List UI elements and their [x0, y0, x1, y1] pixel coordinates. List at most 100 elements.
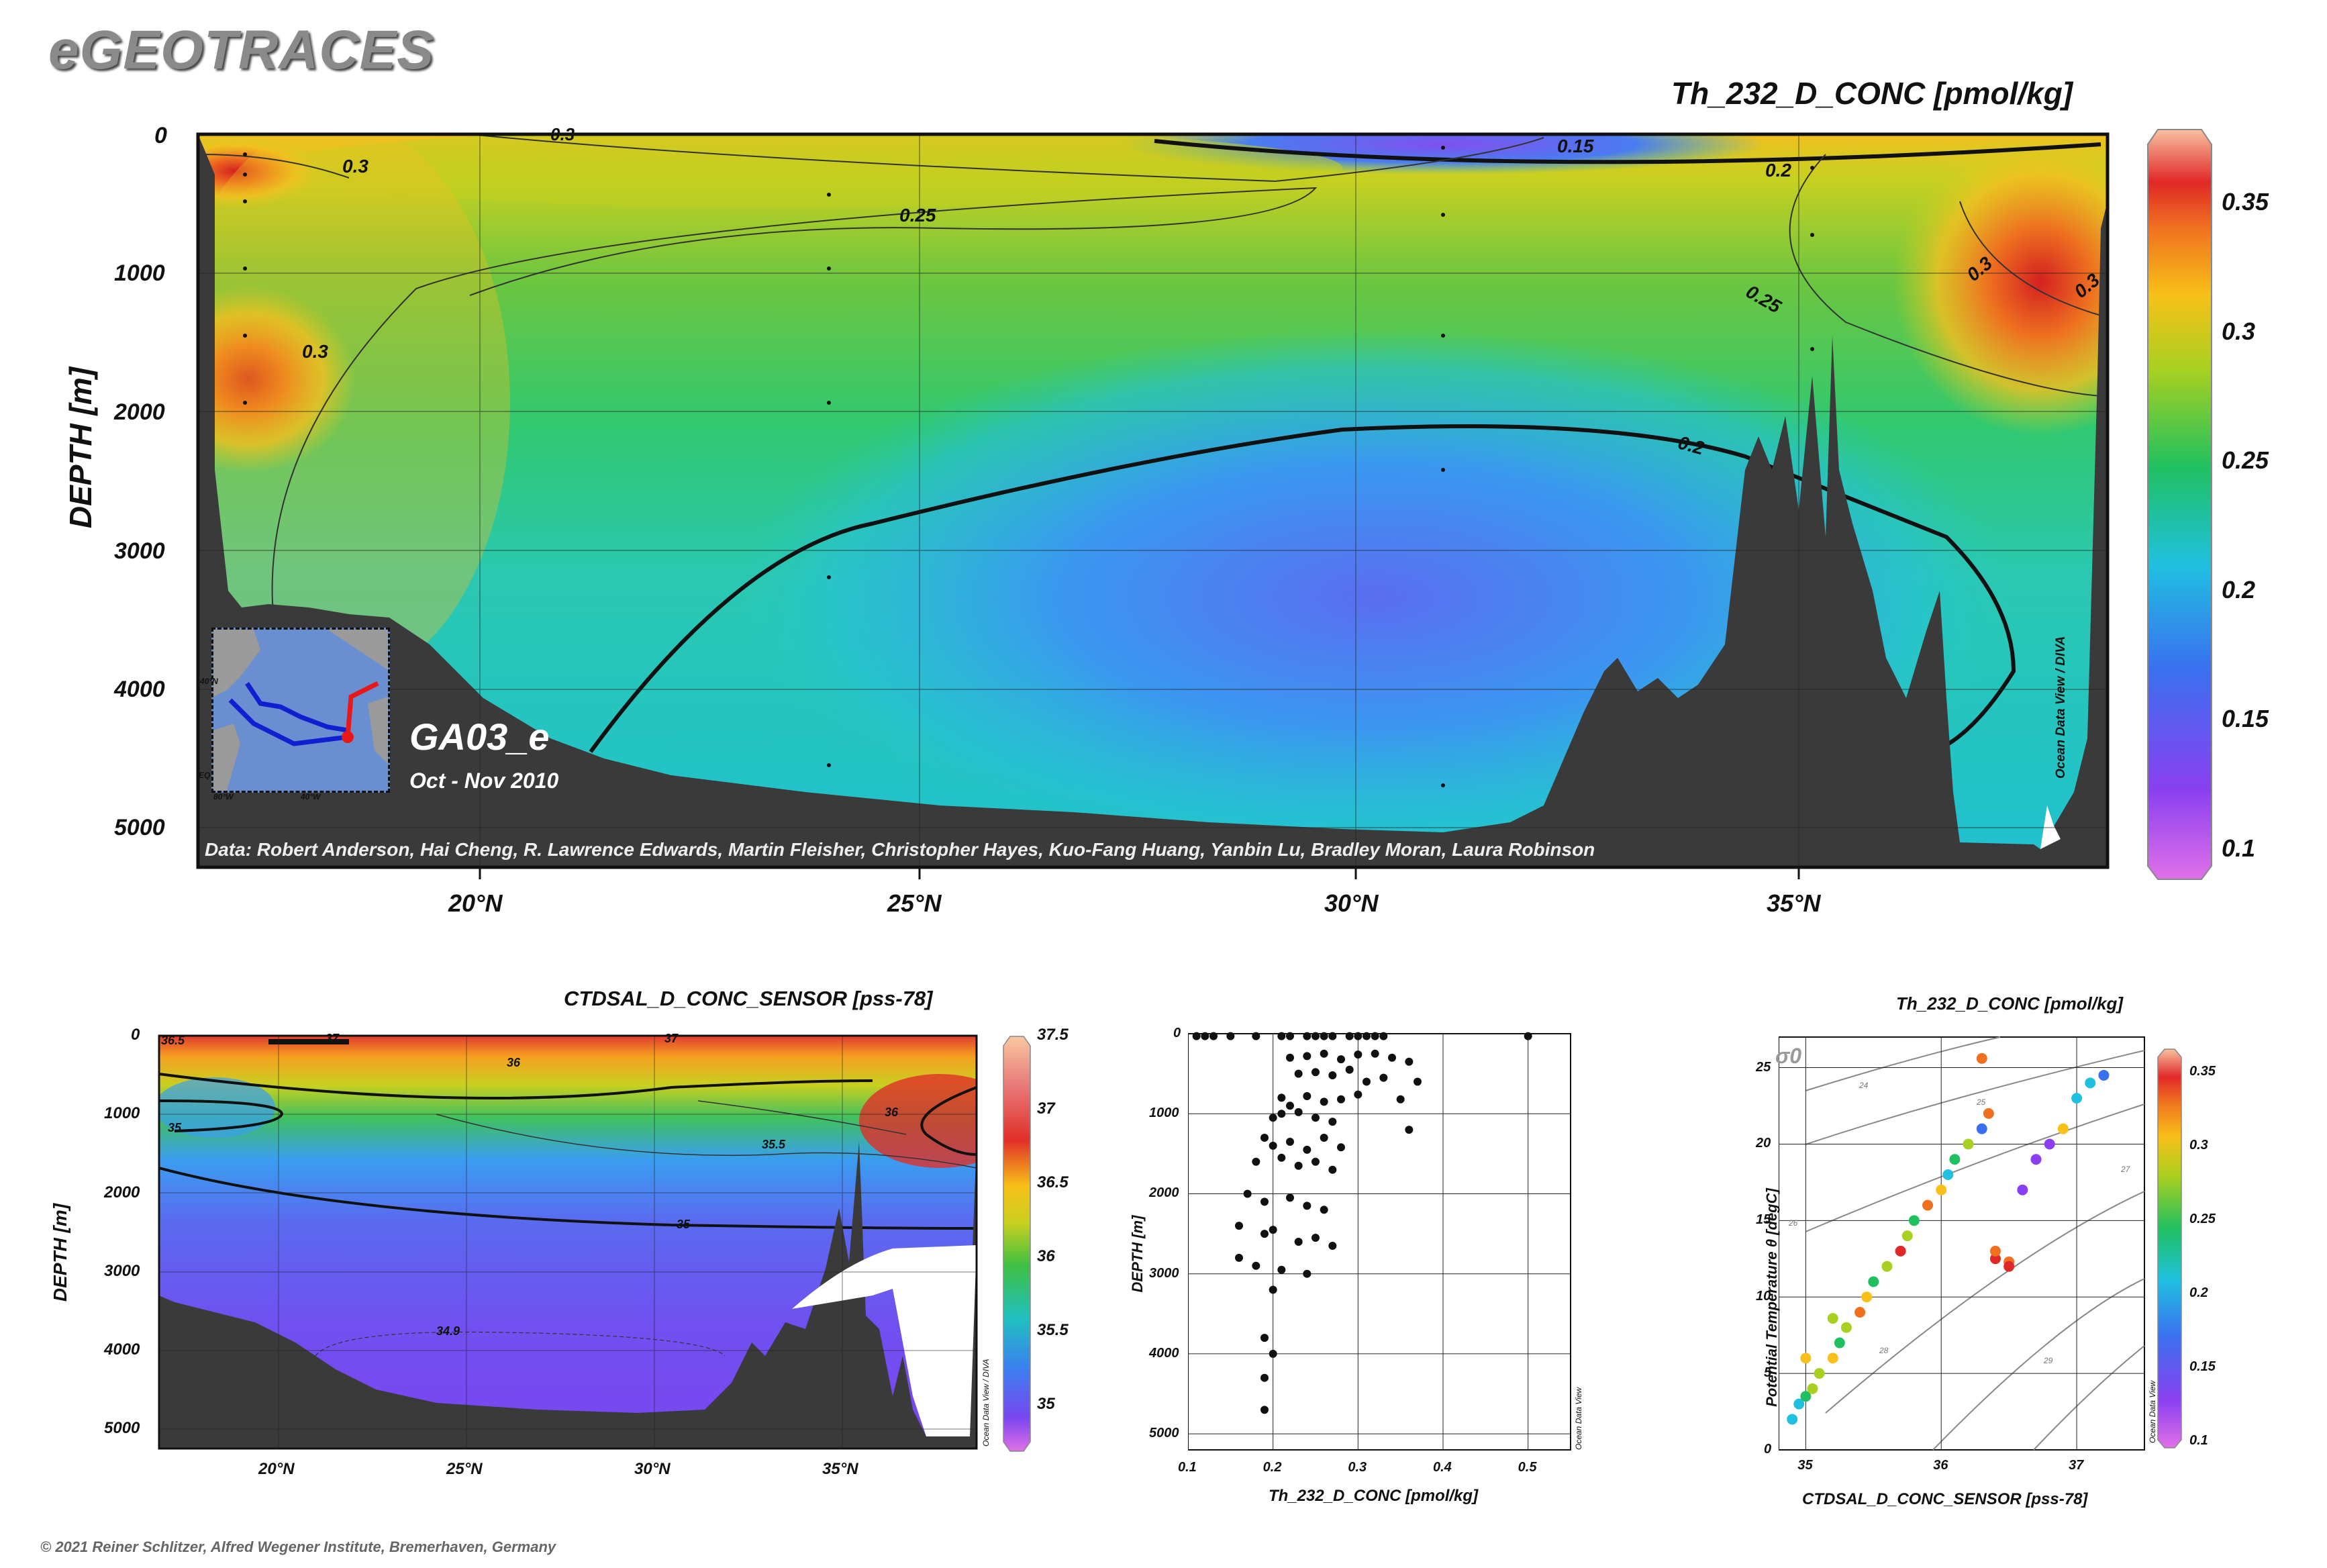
profile-point	[1286, 1101, 1294, 1110]
hotspot-west-deep	[198, 285, 356, 473]
ts-y-tick: 20	[1756, 1136, 1771, 1151]
ts-point	[1922, 1199, 1934, 1211]
main-odv-label: Ocean Data View / DIVA	[2054, 636, 2068, 779]
ts-point	[1834, 1337, 1845, 1349]
ts-point	[2057, 1123, 2069, 1134]
profile-point	[1269, 1285, 1277, 1294]
profile-point	[1320, 1097, 1328, 1106]
isopycnal-label: 24	[1859, 1081, 1869, 1090]
ts-point	[1936, 1184, 1947, 1195]
ts-point	[1895, 1245, 1906, 1257]
ts-point	[1861, 1291, 1873, 1303]
profile-point	[1379, 1073, 1388, 1082]
profile-point	[1277, 1032, 1286, 1040]
hotspot-east	[1893, 134, 2108, 436]
profile-point	[1320, 1134, 1328, 1142]
profile-point	[1260, 1197, 1269, 1206]
inset-lat-label: 40°N	[200, 677, 218, 686]
ts-colorbar-tick: 0.3	[2189, 1138, 2208, 1153]
ts-point	[2017, 1184, 2028, 1195]
profile-x-tick: 0.3	[1348, 1460, 1367, 1475]
profile-point	[1337, 1095, 1345, 1104]
salinity-contour-label: 37	[664, 1032, 679, 1045]
profile-point	[1328, 1241, 1337, 1250]
profile-x-tick: 0.2	[1262, 1460, 1282, 1475]
inset-eq-label: EQ	[199, 771, 211, 780]
ts-point	[1827, 1353, 1838, 1364]
salinity-y-tick: 4000	[104, 1340, 140, 1359]
inset-map: 40°N 80°W 40°W EQ	[199, 628, 390, 801]
main-gridlines	[198, 134, 2108, 867]
profile-odv-label: Ocean Data View	[1574, 1387, 1583, 1450]
profile-y-tick: 4000	[1149, 1345, 1179, 1361]
profile-point	[1311, 1032, 1320, 1040]
main-section-chart	[196, 129, 2212, 880]
ts-point	[1908, 1215, 1920, 1226]
ts-colorbar	[2157, 1048, 2182, 1449]
profile-point	[1294, 1238, 1303, 1246]
ts-colorbar-tick: 0.35	[2189, 1064, 2216, 1079]
ts-point	[1989, 1253, 2001, 1265]
ts-odv-label: Ocean Data View	[2148, 1380, 2157, 1443]
contour-label: 0.15	[1557, 136, 1594, 156]
contour-0.3-east	[1959, 201, 2101, 316]
ts-point	[1881, 1261, 1893, 1272]
profile-point	[1311, 1157, 1320, 1166]
profile-x-axis-label: Th_232_D_CONC [pmol/kg]	[1269, 1487, 1479, 1505]
copyright-credit: © 2021 Reiner Schlitzer, Alfred Wegener …	[40, 1538, 556, 1555]
profile-point	[1320, 1049, 1328, 1058]
main-y-tick: 2000	[114, 399, 165, 425]
salinity-colorbar-tick: 36.5	[1037, 1173, 1069, 1191]
salinity-seafloor	[159, 1141, 977, 1449]
seafloor-bathymetry	[198, 134, 2108, 867]
profile-point	[1405, 1126, 1414, 1134]
salinity-nodata	[792, 1245, 977, 1436]
isopycnal-label: 28	[1879, 1346, 1889, 1355]
ts-point	[1787, 1414, 1798, 1425]
main-x-tick: 30°N	[1324, 889, 1379, 917]
profile-point	[1303, 1092, 1311, 1100]
profile-point	[1277, 1265, 1286, 1274]
ts-colorbar-tick: 0.25	[2189, 1212, 2216, 1226]
ts-point	[1840, 1322, 1852, 1333]
profile-point	[1277, 1093, 1286, 1102]
profile-point	[1371, 1049, 1379, 1058]
contour-0.15	[469, 134, 1544, 183]
inset-map-graphic	[213, 630, 388, 791]
ts-point	[1989, 1245, 2001, 1257]
main-section-title: Th_232_D_CONC [pmol/kg]	[1671, 76, 2073, 111]
main-y-tick: 3000	[114, 538, 165, 564]
profile-point	[1286, 1053, 1294, 1062]
isopycnal-label: 25	[1977, 1097, 1986, 1107]
profile-point	[1269, 1226, 1277, 1234]
profile-point	[1192, 1032, 1201, 1040]
ts-x-tick: 36	[1933, 1458, 1948, 1473]
ts-y-tick: 10	[1756, 1289, 1771, 1304]
salinity-y-tick: 0	[131, 1026, 140, 1044]
profile-point	[1286, 1137, 1294, 1146]
ts-y-tick: 0	[1764, 1442, 1772, 1457]
ts-plot	[1779, 1036, 2182, 1451]
profile-point	[1303, 1052, 1311, 1061]
profile-point	[1252, 1157, 1260, 1166]
main-colorbar-tick: 0.2	[2222, 576, 2256, 603]
main-y-tick: 4000	[114, 677, 165, 702]
isopycnal-label: 27	[2121, 1165, 2130, 1174]
profile-x-tick: 0.1	[1178, 1460, 1197, 1475]
ts-point	[1976, 1123, 1987, 1134]
profile-point	[1277, 1110, 1286, 1118]
profile-y-tick: 5000	[1149, 1426, 1179, 1441]
main-colorbar-tick: 0.1	[2222, 834, 2256, 862]
main-y-axis-label: DEPTH [m]	[63, 366, 98, 529]
main-colorbar-tick: 0.25	[2222, 446, 2269, 474]
ts-point	[1976, 1052, 1987, 1064]
ts-colorbar-tick: 0.15	[2189, 1359, 2216, 1374]
profile-point	[1354, 1050, 1363, 1059]
profile-y-axis-label: DEPTH [m]	[1129, 1215, 1146, 1293]
contour-0.25-east	[1789, 154, 2101, 397]
hotspot-west-upper	[198, 134, 322, 208]
profile-point	[1354, 1090, 1363, 1099]
salinity-low-west	[159, 1077, 275, 1138]
profile-point	[1345, 1065, 1354, 1074]
profile-point	[1363, 1077, 1371, 1086]
